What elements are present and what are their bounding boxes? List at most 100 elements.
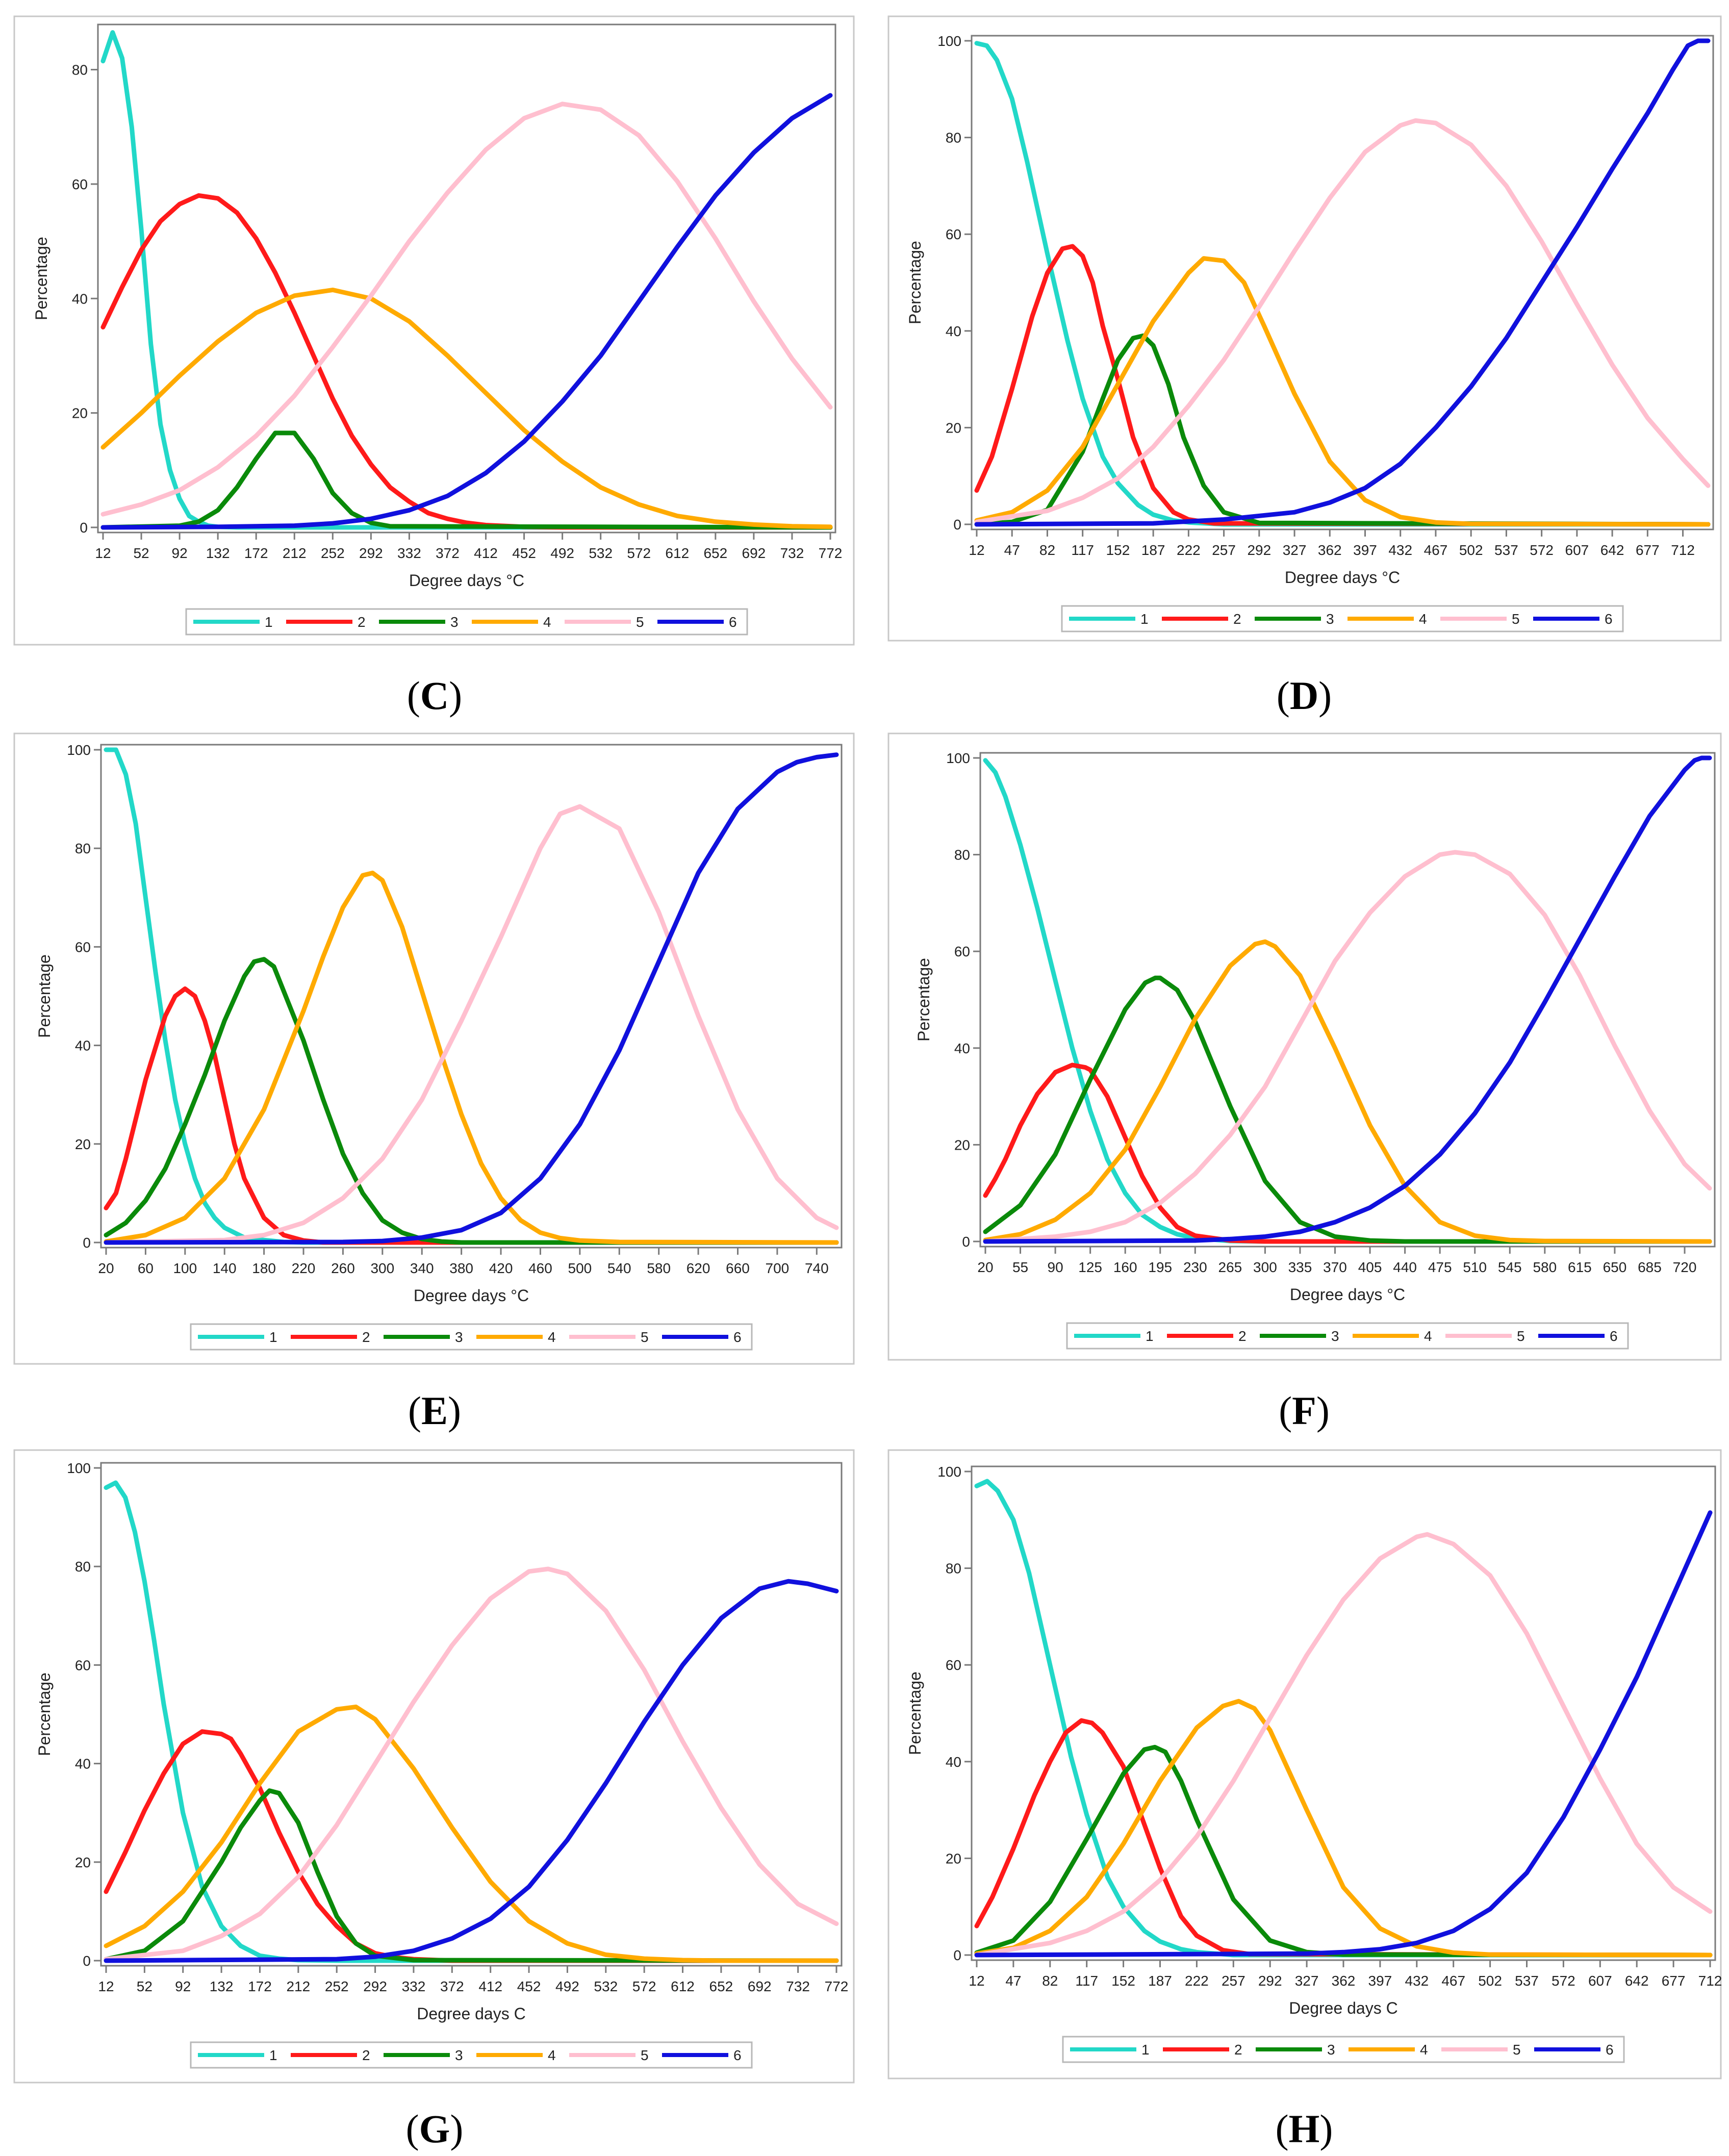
x-tick-label: 252 xyxy=(321,545,345,561)
caption-open-paren: ( xyxy=(1276,2107,1289,2151)
legend-item-6: 6 xyxy=(662,2047,742,2063)
x-tick-label: 492 xyxy=(555,1979,579,1994)
x-tick-label: 440 xyxy=(1393,1259,1417,1275)
x-tick-label: 92 xyxy=(175,1979,191,1994)
legend: 1 2 3 4 5 6 xyxy=(190,1323,753,1351)
series-line-4 xyxy=(983,939,1712,1244)
legend-item-1: 1 xyxy=(1069,611,1149,627)
legend-item-2: 2 xyxy=(291,2047,370,2063)
x-tick-label: 292 xyxy=(1258,1973,1282,1989)
x-tick-label: 292 xyxy=(363,1979,387,1994)
legend-label: 6 xyxy=(733,1329,742,1345)
y-tick-label: 0 xyxy=(953,1947,961,1963)
y-tick-label: 80 xyxy=(72,62,88,78)
plot-area-frame xyxy=(100,1462,843,1967)
legend-item-6: 6 xyxy=(662,1329,742,1345)
y-tick-label: 40 xyxy=(946,1754,961,1770)
x-tick-label: 160 xyxy=(1113,1259,1137,1275)
series-line-4 xyxy=(104,1705,839,1963)
series-line-2 xyxy=(104,986,839,1245)
legend-item-1: 1 xyxy=(198,2047,277,2063)
series-group xyxy=(104,747,839,1245)
legend-label: 4 xyxy=(1419,611,1427,627)
y-tick-label: 60 xyxy=(75,1657,91,1673)
y-tick-label: 40 xyxy=(72,291,88,307)
legend-label: 6 xyxy=(1610,1328,1618,1344)
x-tick-label: 620 xyxy=(686,1260,710,1276)
x-tick-label: 460 xyxy=(528,1260,552,1276)
y-tick-label: 100 xyxy=(67,742,91,758)
y-axis-title: Percentage xyxy=(32,237,50,320)
x-tick-label: 607 xyxy=(1588,1973,1612,1989)
x-tick-label: 475 xyxy=(1428,1259,1452,1275)
legend-item-3: 3 xyxy=(1256,2042,1335,2058)
legend-item-3: 3 xyxy=(379,614,459,630)
legend-label: 1 xyxy=(1141,2042,1150,2058)
legend-item-2: 2 xyxy=(286,614,366,630)
x-tick-label: 180 xyxy=(252,1260,276,1276)
legend-label: 3 xyxy=(1327,2042,1335,2058)
x-tick-label: 100 xyxy=(173,1260,197,1276)
x-tick-label: 60 xyxy=(138,1260,154,1276)
series-line-6 xyxy=(100,93,833,530)
legend-label: 6 xyxy=(733,2047,742,2063)
x-tick-label: 500 xyxy=(568,1260,592,1276)
y-axis: 0 20 40 60 80 Percentage xyxy=(32,62,98,536)
x-axis: 12 47 82 117 152 187 222 257 292 327 362 397 432 467 5… xyxy=(969,529,1695,587)
y-tick-label: 60 xyxy=(75,939,91,955)
series-line-3 xyxy=(104,1788,839,1963)
legend-item-5: 5 xyxy=(569,1329,649,1345)
x-tick-label: 362 xyxy=(1318,542,1342,558)
y-tick-label: 80 xyxy=(75,841,91,856)
legend-item-2: 2 xyxy=(291,1329,370,1345)
legend-item-1: 1 xyxy=(1074,1328,1154,1344)
y-axis: 0 20 40 60 80 100 Percentage xyxy=(35,742,101,1251)
panel-frame xyxy=(887,1449,1722,2079)
series-line-2 xyxy=(100,193,833,530)
x-tick-label: 152 xyxy=(1111,1973,1135,1989)
x-tick-label: 335 xyxy=(1288,1259,1312,1275)
x-tick-label: 652 xyxy=(709,1979,733,1994)
caption-open-paren: ( xyxy=(408,1388,421,1433)
x-tick-label: 117 xyxy=(1071,542,1094,558)
y-tick-label: 20 xyxy=(946,1850,961,1866)
legend-label: 2 xyxy=(362,1329,370,1345)
x-tick-label: 642 xyxy=(1625,1973,1649,1989)
legend-item-5: 5 xyxy=(569,2047,649,2063)
series-line-2 xyxy=(974,1718,1713,1958)
series-line-4 xyxy=(974,256,1711,527)
caption-letter: D xyxy=(1290,673,1318,718)
x-tick-label: 467 xyxy=(1441,1973,1465,1989)
y-tick-label: 80 xyxy=(946,1561,961,1577)
x-tick-label: 537 xyxy=(1515,1973,1539,1989)
legend-label: 3 xyxy=(455,1329,463,1345)
x-tick-label: 340 xyxy=(410,1260,434,1276)
series-line-4 xyxy=(100,287,833,529)
x-tick-label: 380 xyxy=(449,1260,473,1276)
x-tick-label: 257 xyxy=(1212,542,1236,558)
legend-box xyxy=(1066,1322,1629,1350)
legend-item-2: 2 xyxy=(1163,2042,1242,2058)
legend-label: 6 xyxy=(1605,611,1613,627)
y-tick-label: 60 xyxy=(72,176,88,192)
x-tick-label: 732 xyxy=(780,545,804,561)
caption-close-paren: ) xyxy=(450,2107,463,2151)
x-tick-label: 677 xyxy=(1662,1973,1686,1989)
x-tick-label: 537 xyxy=(1494,542,1518,558)
legend-label: 3 xyxy=(450,614,459,630)
y-axis-title: Percentage xyxy=(906,241,924,324)
y-tick-label: 80 xyxy=(75,1559,91,1575)
legend-box xyxy=(190,2041,753,2069)
legend-box xyxy=(1061,605,1624,632)
series-group xyxy=(104,1480,839,1963)
legend-label: 5 xyxy=(636,614,644,630)
series-group xyxy=(974,1479,1713,1958)
x-tick-label: 732 xyxy=(786,1979,810,1994)
caption-open-paren: ( xyxy=(1277,673,1290,718)
caption-open-paren: ( xyxy=(1279,1388,1292,1433)
series-line-3 xyxy=(974,1744,1713,1958)
x-tick-label: 82 xyxy=(1042,1973,1058,1989)
legend-label: 1 xyxy=(1146,1328,1154,1344)
